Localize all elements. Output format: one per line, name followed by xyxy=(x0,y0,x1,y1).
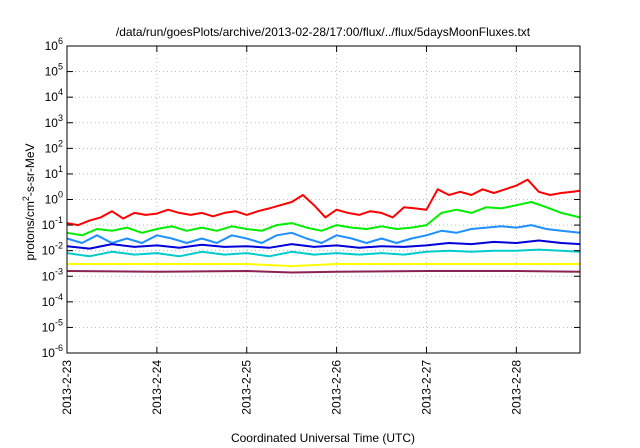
series-line-1 xyxy=(66,178,581,227)
x-tick-label: 2013-2-28 xyxy=(509,360,523,415)
y-tick-label: 105 xyxy=(45,62,63,79)
grid-layer xyxy=(67,46,580,353)
y-tick-label: 103 xyxy=(45,113,63,130)
x-tick-label: 2013-2-24 xyxy=(150,360,164,415)
y-axis-label-sup: 2 xyxy=(21,196,31,201)
y-tick-label: 106 xyxy=(45,36,63,53)
x-tick-label: 2013-2-26 xyxy=(330,360,344,415)
tick-layer: 10-6 10-5 10-4 10-3 10-2 10-1 100 101 102 103 104 1… xyxy=(42,36,580,415)
series-line-7 xyxy=(66,270,581,274)
series-line-5 xyxy=(66,248,581,258)
x-tick-label: 2013-2-25 xyxy=(240,360,254,415)
series-layer xyxy=(66,178,581,274)
chart-title: /data/run/goesPlots/archive/2013-02-28/1… xyxy=(116,25,531,39)
y-tick-label: 10-4 xyxy=(42,292,63,309)
x-tick-label: 2013-2-27 xyxy=(419,360,433,415)
series-line-2 xyxy=(66,201,581,237)
y-axis-label-text: protons/cm xyxy=(23,201,37,260)
y-axis-label: protons/cm2-s-sr-MeV xyxy=(21,143,37,260)
y-tick-label: 10-1 xyxy=(42,215,63,232)
x-tick-label: 2013-2-23 xyxy=(60,360,74,415)
y-tick-label: 104 xyxy=(45,87,63,104)
x-axis-label: Coordinated Universal Time (UTC) xyxy=(231,431,415,445)
y-axis-label-unit: -s-sr-MeV xyxy=(23,143,37,196)
series-line-4 xyxy=(66,239,581,250)
y-tick-label: 100 xyxy=(45,190,63,207)
y-tick-label: 10-2 xyxy=(42,241,63,258)
y-tick-label: 10-5 xyxy=(42,317,63,334)
series-line-6 xyxy=(67,263,580,268)
y-tick-label: 102 xyxy=(45,138,63,155)
y-tick-label: 101 xyxy=(45,164,63,181)
y-tick-label: 10-3 xyxy=(42,266,63,283)
series-line-3 xyxy=(66,224,581,244)
y-tick-label: 10-6 xyxy=(42,343,63,360)
